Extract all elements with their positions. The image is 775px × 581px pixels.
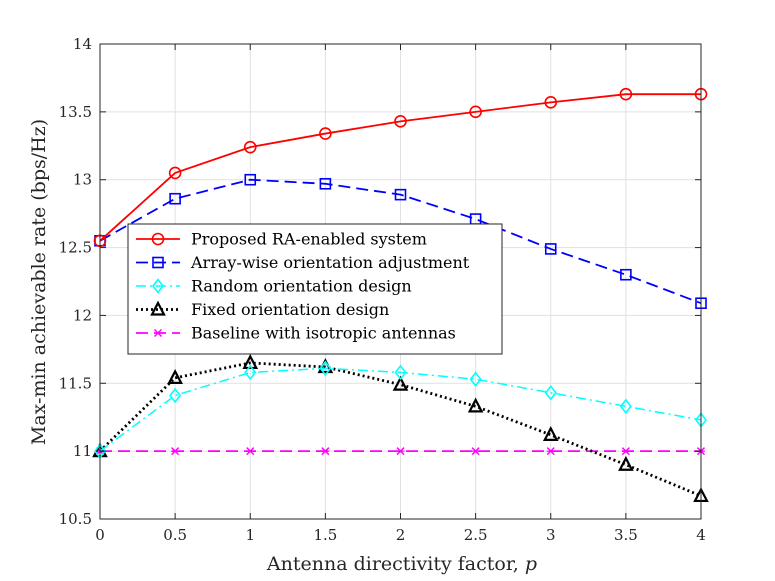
legend-label: Proposed RA-enabled system — [191, 230, 427, 249]
data-point-circle — [394, 115, 407, 128]
legend-marker-x — [153, 328, 163, 338]
x-tick-label: 4 — [696, 526, 706, 544]
series-line — [99, 93, 701, 242]
legend-label: Baseline with isotropic antennas — [191, 324, 456, 343]
x-axis-label-variable: p — [525, 553, 537, 575]
legend-label: Fixed orientation design — [191, 300, 389, 319]
legend-entry: Array-wise orientation adjustment — [136, 253, 470, 272]
data-point-triangle — [542, 425, 559, 441]
series-line — [99, 361, 702, 498]
data-point-square — [544, 243, 557, 255]
legend-entry: Proposed RA-enabled system — [136, 230, 427, 249]
data-point-circle — [243, 140, 257, 154]
data-point-x — [621, 447, 630, 456]
data-point-square — [244, 173, 257, 186]
x-tick-label: 2.5 — [464, 526, 488, 544]
legend-marker-square — [152, 256, 164, 269]
data-point-diamond — [544, 384, 557, 401]
y-tick-label: 13 — [73, 171, 92, 189]
data-point-diamond — [319, 360, 332, 377]
series-triangle — [92, 354, 709, 503]
data-point-x — [171, 447, 180, 456]
data-point-triangle — [242, 354, 259, 370]
data-point-square — [169, 192, 181, 205]
legend: Proposed RA-enabled system Array-wise ori… — [127, 223, 503, 355]
data-point-diamond — [244, 364, 257, 381]
data-point-triangle — [618, 455, 634, 471]
y-tick-label: 10.5 — [59, 510, 92, 528]
legend-entry: Fixed orientation design — [136, 300, 389, 319]
data-point-triangle — [467, 397, 484, 413]
legend-marker-triangle — [150, 300, 166, 316]
series-diamond — [93, 360, 708, 459]
legend-marker-diamond — [151, 278, 165, 294]
data-point-triangle — [392, 375, 409, 391]
data-point-square — [620, 268, 632, 281]
y-tick-label: 12 — [73, 306, 92, 324]
y-tick-label: 11.5 — [59, 374, 92, 392]
data-point-square — [319, 177, 332, 190]
series-line — [99, 178, 702, 305]
data-point-triangle — [167, 368, 183, 384]
data-point-circle — [619, 87, 633, 101]
data-point-x — [546, 447, 555, 456]
data-point-square — [394, 188, 407, 201]
data-point-diamond — [169, 387, 182, 404]
x-tick-label: 0.5 — [163, 526, 187, 544]
x-axis-label: Antenna directivity factor, p — [266, 553, 537, 575]
legend-entry: Random orientation design — [136, 277, 412, 296]
ticks: 0 0.5 1 1.5 2 2.5 3 3.5 410.51111.51212.51313.51… — [59, 35, 706, 544]
y-tick-label: 14 — [73, 35, 92, 53]
x-tick-label: 1.5 — [313, 526, 337, 544]
data-point-x — [396, 447, 405, 456]
series-line — [99, 367, 702, 452]
y-tick-label: 11 — [73, 442, 92, 460]
data-point-circle — [544, 96, 558, 109]
data-point-circle — [168, 166, 182, 180]
data-point-diamond — [394, 364, 407, 381]
data-point-diamond — [619, 398, 632, 415]
legend-label: Random orientation design — [191, 277, 412, 296]
y-axis-label: Max-min achievable rate (bps/Hz) — [28, 119, 50, 445]
y-tick-label: 12.5 — [59, 239, 92, 257]
x-tick-label: 1 — [245, 526, 255, 544]
data-point-x — [321, 447, 330, 456]
legend-label: Array-wise orientation adjustment — [190, 253, 470, 272]
x-tick-label: 2 — [396, 526, 406, 544]
data-point-diamond — [469, 371, 482, 388]
data-point-circle — [469, 105, 482, 119]
x-axis-label-text: Antenna directivity factor, — [266, 553, 525, 575]
legend-entry: Baseline with isotropic antennas — [136, 324, 456, 343]
data-point-x — [471, 447, 480, 456]
x-tick-label: 3.5 — [614, 526, 638, 544]
x-tick-label: 3 — [546, 526, 556, 544]
x-tick-label: 0 — [95, 526, 105, 544]
y-tick-label: 13.5 — [59, 103, 92, 121]
data-point-circle — [319, 127, 332, 140]
legend-box — [127, 223, 503, 355]
data-point-x — [246, 447, 255, 456]
legend-marker-circle — [151, 232, 165, 246]
